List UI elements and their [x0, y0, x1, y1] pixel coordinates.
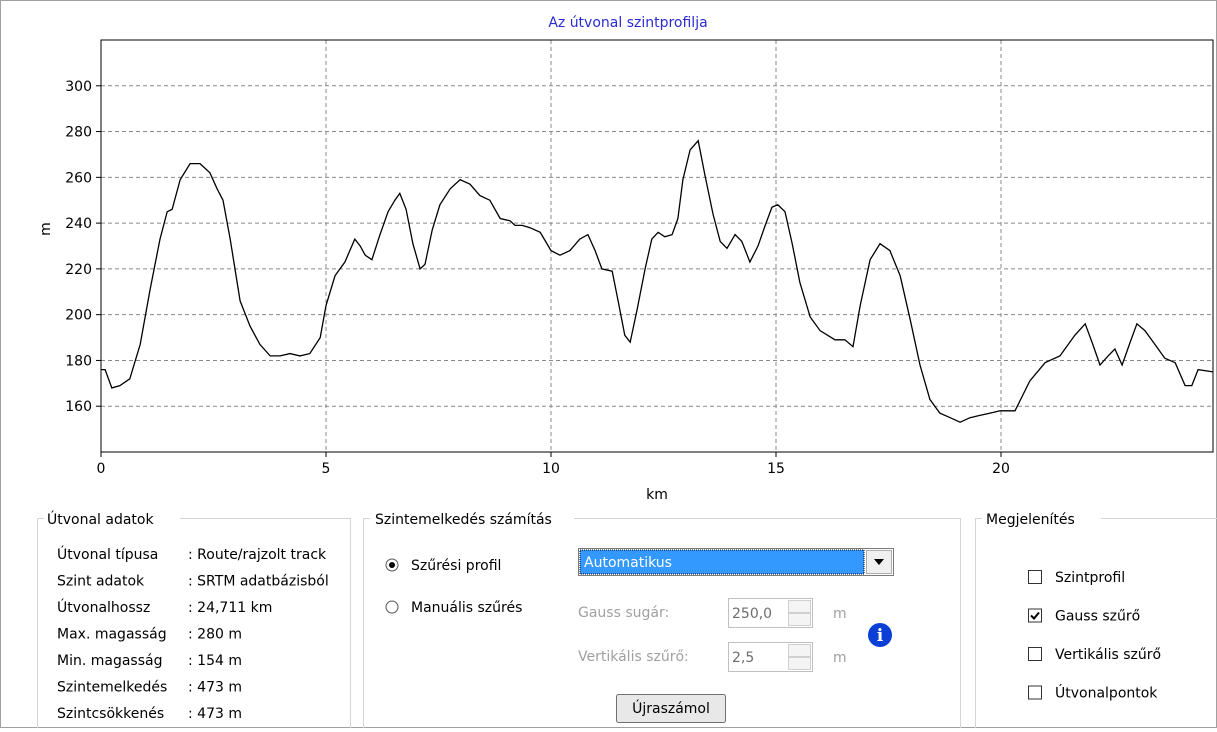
- x-tick-label: 10: [542, 461, 560, 477]
- row-value: : 154 m: [188, 653, 242, 669]
- x-tick-label: 0: [97, 461, 106, 477]
- field-unit: m: [833, 606, 847, 622]
- group-title: Szintemelkedés számítás: [375, 512, 552, 528]
- x-tick-label: 20: [992, 461, 1010, 477]
- checkbox[interactable]: [1029, 648, 1042, 661]
- y-tick-label: 240: [65, 216, 92, 232]
- x-tick-label: 15: [767, 461, 785, 477]
- spin-value: 250,0: [732, 606, 772, 622]
- y-tick-label: 260: [65, 170, 92, 186]
- radio-dot: [389, 562, 395, 568]
- row-value: : 280 m: [188, 627, 242, 643]
- row-label: Szintemelkedés: [57, 680, 167, 696]
- row-value: : Route/rajzolt track: [188, 547, 327, 563]
- y-tick-label: 180: [65, 353, 92, 369]
- spin-value: 2,5: [732, 650, 754, 666]
- field-label: Vertikális szűrő:: [578, 649, 689, 665]
- spin-down[interactable]: [789, 614, 811, 626]
- row-value: : 473 m: [188, 680, 242, 696]
- y-tick-label: 220: [65, 262, 92, 278]
- row-label: Útvonal típusa: [57, 545, 158, 563]
- y-tick-label: 280: [65, 125, 92, 141]
- x-axis-label: km: [646, 487, 668, 503]
- y-tick-label: 200: [65, 308, 92, 324]
- row-value: : 24,711 km: [188, 600, 272, 616]
- spin-up[interactable]: [789, 645, 811, 657]
- row-label: Útvonalhossz: [57, 598, 150, 616]
- spin-up[interactable]: [789, 601, 811, 613]
- group-title: Útvonal adatok: [47, 510, 154, 528]
- radio[interactable]: [386, 601, 398, 613]
- plot-area: [101, 40, 1213, 452]
- combo-value: Automatikus: [584, 555, 672, 571]
- y-tick-label: 300: [65, 79, 92, 95]
- spin-down[interactable]: [789, 658, 811, 670]
- radio-label: Manuális szűrés: [411, 600, 522, 616]
- field-unit: m: [833, 650, 847, 666]
- plot: 160 180 200 220 240 260 280 300 0 5 10 15 20: [65, 40, 1213, 477]
- y-tick-label: 160: [65, 399, 92, 415]
- checkbox[interactable]: [1029, 571, 1042, 584]
- checkbox-label: Gauss szűrő: [1055, 609, 1140, 625]
- checkbox[interactable]: [1029, 686, 1042, 699]
- x-tick-label: 5: [322, 461, 331, 477]
- checkbox-label: Útvonalpontok: [1055, 684, 1158, 702]
- info-glyph: i: [877, 626, 884, 646]
- row-value: : SRTM adatbázisból: [188, 574, 329, 590]
- row-value: : 473 m: [188, 706, 242, 722]
- checkbox[interactable]: [1029, 609, 1042, 622]
- field-label: Gauss sugár:: [578, 605, 669, 621]
- row-label: Max. magasság: [57, 627, 167, 643]
- button-label: Újraszámol: [632, 699, 710, 717]
- y-axis-label: m: [38, 222, 54, 236]
- chart-title: Az útvonal szintprofilja: [548, 15, 707, 31]
- checkbox-label: Vertikális szűrő: [1055, 647, 1161, 663]
- radio-label: Szűrési profil: [411, 558, 501, 574]
- row-label: Min. magasság: [57, 653, 162, 669]
- checkbox-label: Szintprofil: [1055, 570, 1125, 586]
- row-label: Szint adatok: [57, 574, 145, 590]
- group-title: Megjelenítés: [986, 512, 1075, 528]
- row-label: Szintcsökkenés: [57, 706, 164, 722]
